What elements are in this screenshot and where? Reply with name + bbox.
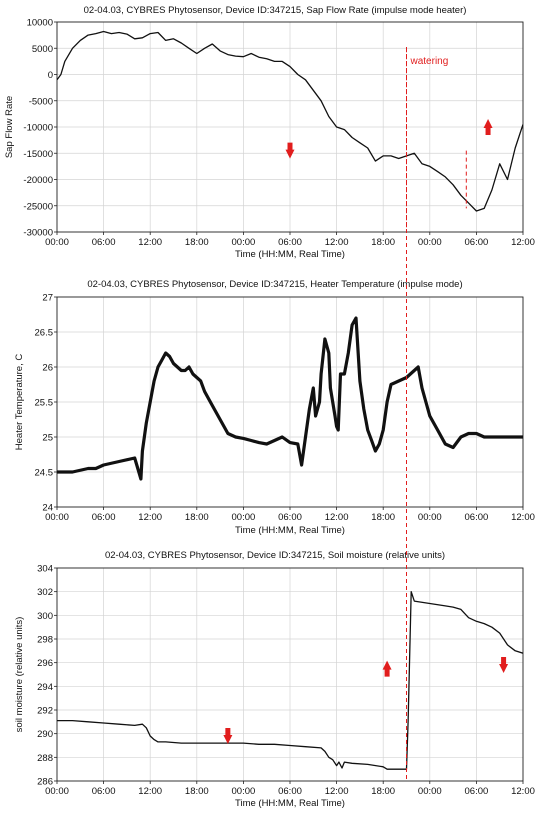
y-axis-label: soil moisture (relative units) [14,617,25,733]
y-tick-label: 25 [42,433,53,444]
y-tick-label: -5000 [29,96,53,107]
x-tick-label: 00:00 [45,786,69,797]
x-axis-label: Time (HH:MM, Real Time) [235,249,345,260]
x-tick-label: 06:00 [465,786,489,797]
y-tick-label: 24.5 [35,468,54,479]
x-tick-label: 06:00 [92,237,116,248]
sap-flow-chart: 00:00 06:00 12:00 18:00 00:00 06:00 12:00 18:00… [4,5,535,260]
down-arrow-icon [223,728,233,745]
x-tick-label: 00:00 [418,786,442,797]
y-tick-label: 24 [42,503,53,514]
x-axis-label: Time (HH:MM, Real Time) [235,798,345,809]
y-tick-label: 26 [42,363,53,374]
x-tick-label: 18:00 [185,786,209,797]
y-tick-label: 294 [37,682,53,693]
down-arrow-icon [285,142,295,159]
x-tick-label: 00:00 [232,786,256,797]
y-tick-label: 25.5 [35,398,54,409]
x-tick-label: 06:00 [465,237,489,248]
y-tick-label: -20000 [23,175,53,186]
y-tick-label: 298 [37,635,53,646]
x-tick-label: 12:00 [511,786,535,797]
series-line [57,591,523,770]
y-tick-label: -15000 [23,149,53,160]
x-tick-label: 18:00 [185,237,209,248]
y-tick-label: -25000 [23,201,53,212]
x-tick-label: 18:00 [371,512,395,523]
x-tick-label: 12:00 [138,512,162,523]
x-tick-label: 00:00 [232,237,256,248]
y-tick-label: 26.5 [35,328,54,339]
y-tick-label: 290 [37,729,53,740]
x-tick-label: 00:00 [418,237,442,248]
y-tick-label: -30000 [23,228,53,239]
up-arrow-icon [483,119,493,135]
x-tick-label: 18:00 [371,786,395,797]
y-tick-label: 300 [37,611,53,622]
y-tick-label: 304 [37,564,53,575]
x-tick-label: 18:00 [185,512,209,523]
x-tick-label: 12:00 [511,512,535,523]
y-tick-label: -10000 [23,123,53,134]
down-arrow-icon [499,657,509,674]
y-axis-label: Sap Flow Rate [4,96,15,158]
series-line [57,316,523,481]
x-tick-label: 06:00 [278,786,302,797]
y-axis-label: Heater Temperature, C [14,354,25,451]
soil-moisture-chart: 00:00 06:00 12:00 18:00 00:00 06:00 12:00 18:00… [14,550,535,809]
y-tick-label: 302 [37,587,53,598]
y-tick-label: 27 [42,293,53,304]
x-tick-label: 06:00 [92,512,116,523]
y-tick-label: 296 [37,658,53,669]
x-tick-label: 00:00 [45,512,69,523]
y-tick-label: 0 [48,70,53,81]
chart-title: 02-04.03, CYBRES Phytosensor, Device ID:… [87,279,462,290]
watering-label: watering [410,56,449,67]
x-tick-label: 12:00 [138,237,162,248]
x-tick-label: 00:00 [45,237,69,248]
x-tick-label: 12:00 [325,512,349,523]
y-tick-label: 10000 [27,18,53,29]
x-tick-label: 00:00 [232,512,256,523]
x-tick-label: 00:00 [418,512,442,523]
y-tick-label: 288 [37,753,53,764]
x-tick-label: 06:00 [278,512,302,523]
x-tick-label: 06:00 [465,512,489,523]
x-tick-label: 18:00 [371,237,395,248]
up-arrow-icon [382,660,392,677]
chart-title: 02-04.03, CYBRES Phytosensor, Device ID:… [84,5,467,16]
chart-title: 02-04.03, CYBRES Phytosensor, Device ID:… [105,550,445,561]
x-tick-label: 06:00 [92,786,116,797]
heater-temperature-chart: 00:00 06:00 12:00 18:00 00:00 06:00 12:00 18:00… [14,279,535,536]
x-tick-label: 12:00 [138,786,162,797]
x-tick-label: 12:00 [325,237,349,248]
x-tick-label: 12:00 [511,237,535,248]
series-line [57,30,523,212]
x-tick-label: 06:00 [278,237,302,248]
y-tick-label: 5000 [32,44,53,55]
x-tick-label: 12:00 [325,786,349,797]
y-tick-label: 286 [37,777,53,788]
y-tick-label: 292 [37,706,53,717]
x-axis-label: Time (HH:MM, Real Time) [235,525,345,536]
